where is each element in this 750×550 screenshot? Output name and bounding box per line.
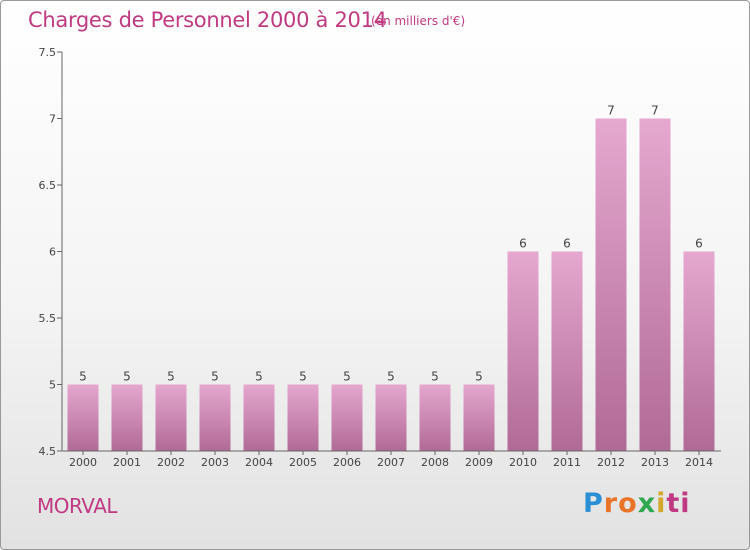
- data-label-2000: 5: [79, 370, 87, 384]
- data-label-2014: 6: [695, 237, 703, 251]
- proxiti-logo[interactable]: Proxiti: [583, 488, 691, 519]
- bar-2005: [287, 384, 319, 451]
- bars-group: [67, 118, 715, 451]
- bar-2007: [375, 384, 407, 451]
- data-label-2012: 7: [607, 104, 615, 118]
- y-tick-label: 5: [49, 379, 56, 392]
- bar-2001: [111, 384, 143, 451]
- x-tick-label: 2005: [289, 456, 317, 469]
- bar-2014: [683, 251, 715, 451]
- data-label-2005: 5: [299, 370, 307, 384]
- x-tick-label: 2004: [245, 456, 273, 469]
- x-tick-label: 2007: [377, 456, 405, 469]
- x-tick-label: 2002: [157, 456, 185, 469]
- data-labels-group: 5 5 5 5 5 5 5 5 5 5 6 6 7 7 6: [79, 104, 703, 384]
- ticks-group: 2000 2001 2002 2003 2004 2005 2006 2007 2008 2009…: [39, 46, 714, 469]
- data-label-2008: 5: [431, 370, 439, 384]
- x-tick-label: 2000: [69, 456, 97, 469]
- bar-2009: [463, 384, 495, 451]
- axes-group: [57, 51, 721, 455]
- data-label-2004: 5: [255, 370, 263, 384]
- bar-2011: [551, 251, 583, 451]
- bar-2008: [419, 384, 451, 451]
- data-label-2010: 6: [519, 237, 527, 251]
- x-tick-label: 2012: [597, 456, 625, 469]
- bar-2004: [243, 384, 275, 451]
- bar-2006: [331, 384, 363, 451]
- y-tick-label: 6: [49, 246, 56, 259]
- y-tick-label: 6.5: [39, 179, 57, 192]
- data-label-2011: 6: [563, 237, 571, 251]
- data-label-2003: 5: [211, 370, 219, 384]
- x-tick-label: 2008: [421, 456, 449, 469]
- x-tick-label: 2011: [553, 456, 581, 469]
- x-tick-label: 2013: [641, 456, 669, 469]
- bar-2010: [507, 251, 539, 451]
- x-tick-label: 2014: [685, 456, 713, 469]
- x-tick-label: 2009: [465, 456, 493, 469]
- data-label-2001: 5: [123, 370, 131, 384]
- chart-title: Charges de Personnel 2000 à 2014: [28, 8, 387, 32]
- data-label-2013: 7: [651, 104, 659, 118]
- x-tick-label: 2001: [113, 456, 141, 469]
- data-label-2002: 5: [167, 370, 175, 384]
- x-tick-label: 2003: [201, 456, 229, 469]
- bar-2012: [595, 118, 627, 451]
- bar-2013: [639, 118, 671, 451]
- bar-2000: [67, 384, 99, 451]
- chart-subtitle: (en milliers d'€): [371, 14, 466, 28]
- bar-2003: [199, 384, 231, 451]
- data-label-2007: 5: [387, 370, 395, 384]
- x-tick-label: 2006: [333, 456, 361, 469]
- data-label-2009: 5: [475, 370, 483, 384]
- x-tick-label: 2010: [509, 456, 537, 469]
- y-tick-label: 7.5: [39, 46, 57, 59]
- y-tick-label: 4.5: [39, 445, 57, 458]
- y-tick-label: 5.5: [39, 312, 57, 325]
- bar-2002: [155, 384, 187, 451]
- commune-name: MORVAL: [37, 494, 118, 518]
- data-label-2006: 5: [343, 370, 351, 384]
- y-tick-label: 7: [49, 113, 56, 126]
